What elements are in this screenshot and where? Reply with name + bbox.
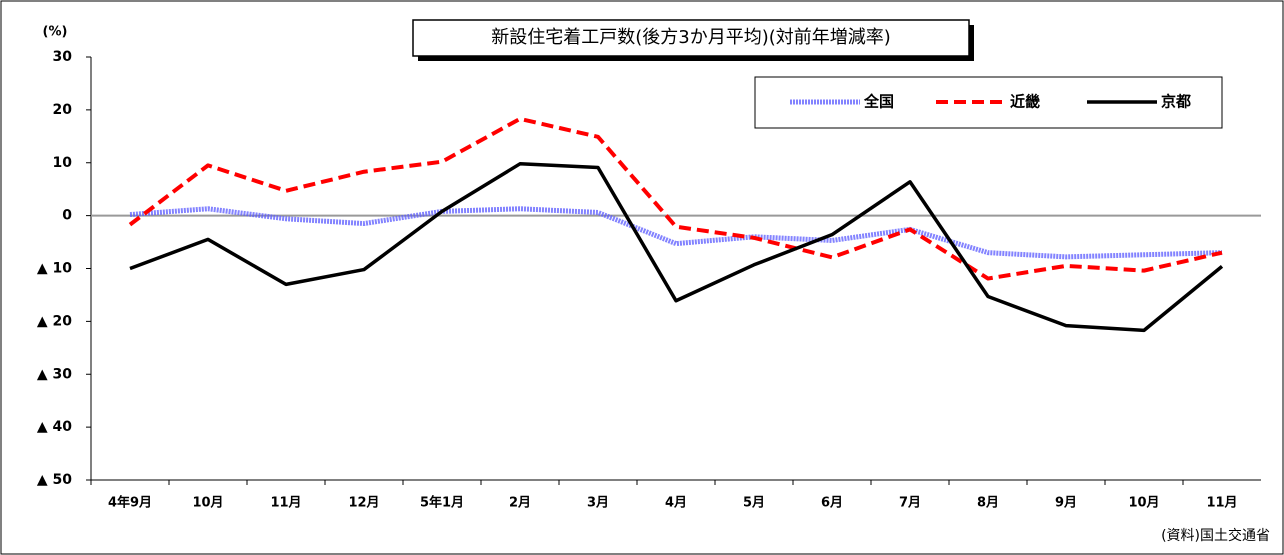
y-tick-label: ▲ 30 — [37, 366, 72, 382]
y-tick-label: 10 — [53, 155, 73, 171]
x-tick-label: 12月 — [348, 496, 379, 511]
x-tick-label: 2月 — [509, 496, 531, 511]
y-tick-label: ▲ 40 — [37, 419, 72, 435]
x-tick-label: 8月 — [977, 496, 999, 511]
x-tick-label: 10月 — [192, 496, 223, 511]
x-tick-label: 10月 — [1128, 496, 1159, 511]
chart-title: 新設住宅着工戸数(後方3か月平均)(対前年増減率) — [491, 27, 891, 48]
series-line — [129, 162, 1224, 333]
y-tick-label: ▲ 10 — [37, 261, 72, 277]
x-tick-label: 6月 — [821, 496, 843, 511]
x-tick-label: 9月 — [1055, 496, 1077, 511]
y-tick-label: 0 — [62, 208, 72, 224]
x-tick-label: 4年9月 — [108, 495, 152, 511]
y-tick-label: 30 — [53, 49, 73, 65]
legend-label: 全国 — [863, 93, 894, 111]
x-tick-label: 11月 — [270, 496, 301, 511]
x-tick-label: 7月 — [899, 496, 921, 511]
series-line — [129, 206, 1223, 260]
source: (資料)国土交通省 — [1161, 527, 1270, 544]
title-box — [412, 19, 970, 57]
legend-label: 京都 — [1161, 93, 1191, 111]
y-unit: (%) — [43, 25, 68, 40]
y-tick-label: ▲ 50 — [37, 472, 72, 488]
x-tick-label: 3月 — [587, 496, 609, 511]
x-tick-label: 5年1月 — [420, 495, 464, 511]
x-tick-label: 4月 — [665, 496, 687, 511]
x-tick-label: 5月 — [743, 496, 765, 511]
legend-label: 近畿 — [1010, 93, 1040, 111]
y-tick-label: ▲ 20 — [37, 313, 72, 329]
y-tick-label: 20 — [53, 102, 73, 118]
x-tick-label: 11月 — [1206, 496, 1237, 511]
series-line — [128, 116, 1223, 281]
